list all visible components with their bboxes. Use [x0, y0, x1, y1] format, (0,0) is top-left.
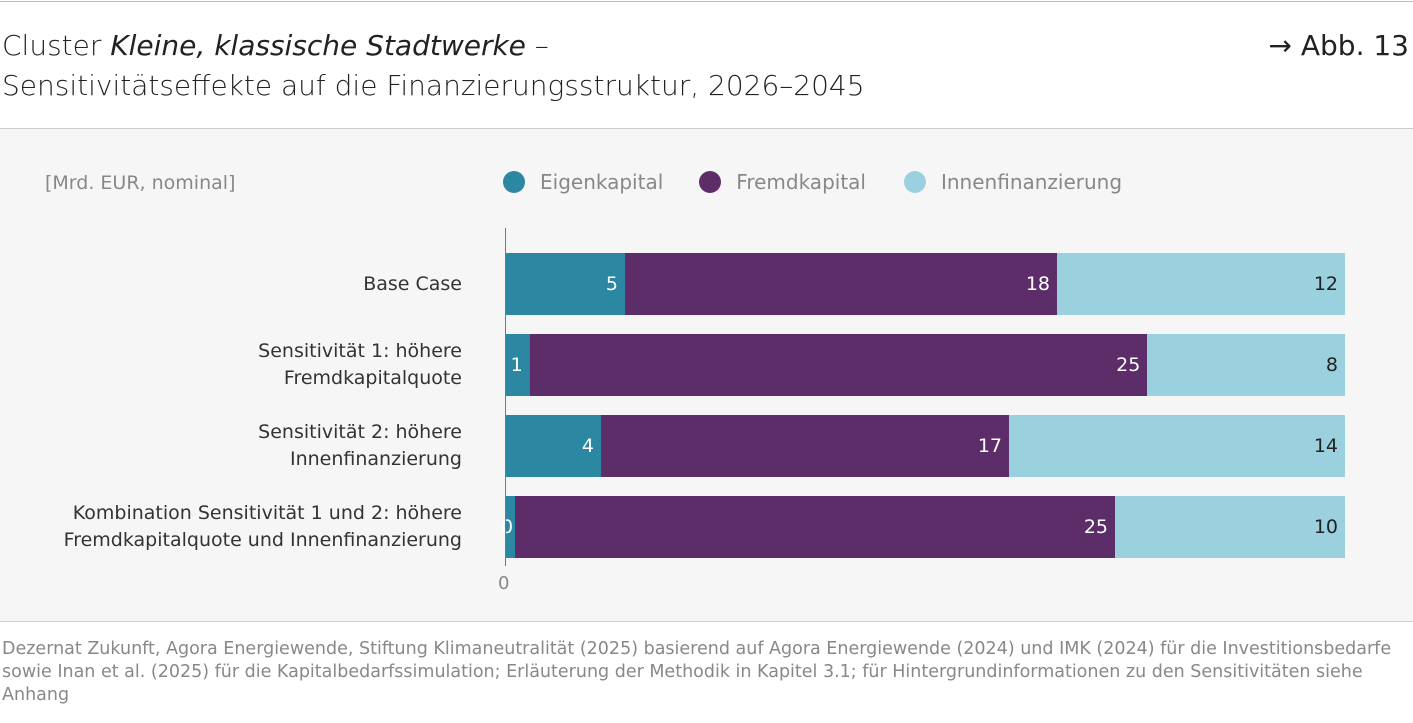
y-axis-line	[505, 228, 506, 566]
bar-fremdkapital	[625, 253, 1057, 315]
bar-fremdkapital	[515, 496, 1115, 558]
chart-title: Cluster Kleine, klassische Stadtwerke – S…	[2, 29, 865, 102]
data-label: 5	[605, 273, 618, 295]
data-label: 14	[1313, 435, 1338, 457]
bar-innenfinanzierung	[1009, 415, 1345, 477]
legend-item-eigenkapital: Eigenkapital	[503, 170, 663, 194]
top-rule	[0, 1, 1413, 2]
data-label: 1	[510, 354, 523, 376]
bar-eigenkapital	[505, 253, 625, 315]
data-label: 17	[977, 435, 1002, 457]
bar-innenfinanzierung	[1057, 253, 1345, 315]
bar-eigenkapital	[505, 334, 530, 396]
legend-item-innenfinanzierung: Innenfinanzierung	[903, 170, 1122, 194]
data-label: 4	[581, 435, 594, 457]
data-label: 10	[1313, 516, 1338, 538]
data-label: 0	[501, 516, 514, 538]
legend-item-fremdkapital: Fremdkapital	[699, 170, 866, 194]
category-label: Kombination Sensitivität 1 und 2: höhere…	[63, 502, 462, 551]
legend: Eigenkapital Fremdkapital Innenfinanzier…	[503, 170, 1158, 194]
data-label: 18	[1025, 273, 1050, 295]
category-label: Base Case	[363, 272, 462, 295]
category-label: Sensitivität 1: höhere Fremdkapitalquote	[258, 340, 462, 389]
bar-eigenkapital	[505, 496, 515, 558]
bar-fremdkapital	[601, 415, 1009, 477]
unit-label: [Mrd. EUR, nominal]	[45, 172, 236, 194]
bar-innenfinanzierung	[1115, 496, 1345, 558]
bar-innenfinanzierung	[1147, 334, 1345, 396]
figure-reference: → Abb. 13	[1268, 29, 1410, 62]
x-tick-label: 0	[498, 573, 510, 594]
data-label: 25	[1116, 354, 1141, 376]
legend-dot	[503, 171, 525, 193]
legend-dot	[699, 171, 722, 193]
bar-eigenkapital	[505, 415, 601, 477]
legend-dot	[903, 171, 926, 193]
data-label: 8	[1325, 354, 1338, 376]
category-label: Sensitivität 2: höhere Innenfinanzierung	[258, 421, 462, 470]
source-note: Dezernat Zukunft, Agora Energiewende, St…	[2, 639, 1392, 705]
data-label: 25	[1083, 516, 1108, 538]
bar-fremdkapital	[529, 334, 1148, 396]
data-label: 12	[1313, 273, 1338, 295]
